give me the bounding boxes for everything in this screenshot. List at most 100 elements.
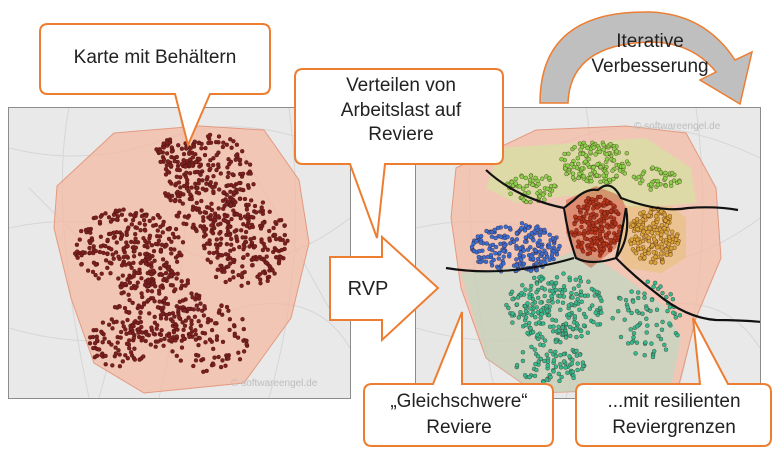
- container-dot: [146, 297, 151, 303]
- container-dot: [534, 367, 539, 373]
- container-dot: [540, 176, 545, 181]
- container-dot: [132, 346, 137, 351]
- container-dot: [252, 203, 258, 209]
- container-dot: [575, 297, 580, 302]
- container-dot: [202, 210, 207, 215]
- container-dot: [181, 151, 187, 157]
- container-dot: [230, 257, 236, 263]
- container-dot: [111, 235, 116, 240]
- container-dot: [231, 139, 236, 144]
- container-dot: [247, 162, 253, 167]
- container-dot: [90, 334, 96, 340]
- container-dot: [572, 144, 577, 150]
- container-dot: [177, 299, 182, 304]
- container-dot: [591, 235, 597, 241]
- container-dot: [598, 179, 603, 184]
- container-dot: [158, 159, 163, 165]
- container-dot: [155, 305, 161, 310]
- container-dot: [114, 217, 119, 222]
- container-dot: [553, 318, 559, 323]
- container-dot: [616, 309, 621, 314]
- container-dot: [649, 297, 655, 303]
- container-dot: [160, 311, 166, 317]
- container-dot: [125, 243, 130, 249]
- container-dot: [587, 306, 593, 311]
- container-dot: [663, 218, 668, 223]
- container-dot: [121, 254, 126, 260]
- container-dot: [588, 150, 593, 155]
- container-dot: [226, 157, 231, 162]
- container-dot: [180, 333, 186, 339]
- container-dot: [642, 248, 647, 253]
- container-dot: [173, 287, 178, 292]
- container-dot: [634, 251, 639, 256]
- container-dot: [151, 248, 157, 254]
- container-dot: [559, 374, 564, 380]
- container-dot: [211, 174, 216, 179]
- container-dot: [653, 280, 658, 286]
- container-dot: [504, 302, 509, 308]
- container-dot: [671, 178, 677, 183]
- container-dot: [521, 186, 526, 191]
- container-dot: [575, 156, 580, 161]
- container-dot: [132, 240, 137, 245]
- container-dot: [86, 227, 91, 232]
- container-dot: [675, 241, 680, 246]
- container-dot: [483, 259, 489, 264]
- container-dot: [528, 235, 534, 240]
- container-dot: [542, 227, 547, 233]
- container-dot: [589, 179, 594, 184]
- container-dot: [193, 358, 199, 363]
- container-dot: [249, 198, 254, 203]
- container-dot: [224, 304, 230, 310]
- container-dot: [247, 244, 252, 249]
- container-dot: [194, 200, 199, 206]
- container-dot: [593, 231, 598, 236]
- container-dot: [123, 281, 128, 287]
- container-dot: [568, 333, 573, 339]
- container-dot: [580, 366, 585, 372]
- container-dot: [579, 166, 585, 171]
- container-dot: [553, 364, 559, 369]
- container-dot: [565, 163, 570, 168]
- container-dot: [594, 289, 600, 295]
- container-dot: [208, 215, 213, 221]
- container-dot: [182, 308, 187, 313]
- container-dot: [88, 240, 93, 246]
- container-dot: [211, 250, 216, 256]
- container-dot: [158, 271, 163, 277]
- container-dot: [114, 240, 119, 245]
- container-dot: [547, 232, 552, 237]
- container-dot: [126, 310, 132, 315]
- callout-resilient-shape: [575, 317, 772, 447]
- container-dot: [237, 161, 243, 167]
- container-dot: [131, 336, 136, 341]
- container-dot: [112, 304, 118, 310]
- container-dot: [204, 241, 210, 246]
- container-dot: [227, 232, 232, 238]
- container-dot: [251, 182, 256, 187]
- container-dot: [646, 251, 651, 256]
- container-dot: [533, 175, 538, 181]
- container-dot: [94, 337, 100, 343]
- container-dot: [85, 268, 91, 273]
- container-dot: [158, 149, 163, 154]
- container-dot: [164, 151, 170, 156]
- callout-resilient-text: ...mit resilienten Reviergrenzen: [607, 391, 741, 438]
- container-dot: [174, 334, 179, 339]
- container-dot: [75, 255, 80, 260]
- container-dot: [478, 259, 483, 265]
- container-dot: [267, 228, 272, 234]
- container-dot: [77, 237, 82, 242]
- container-dot: [87, 250, 93, 255]
- container-dot: [580, 360, 586, 365]
- container-dot: [211, 346, 216, 352]
- container-dot: [569, 290, 574, 296]
- container-dot: [592, 170, 598, 175]
- container-dot: [604, 215, 609, 221]
- container-dot: [664, 294, 669, 300]
- container-dot: [608, 141, 613, 147]
- container-dot: [105, 265, 110, 271]
- container-dot: [533, 248, 538, 253]
